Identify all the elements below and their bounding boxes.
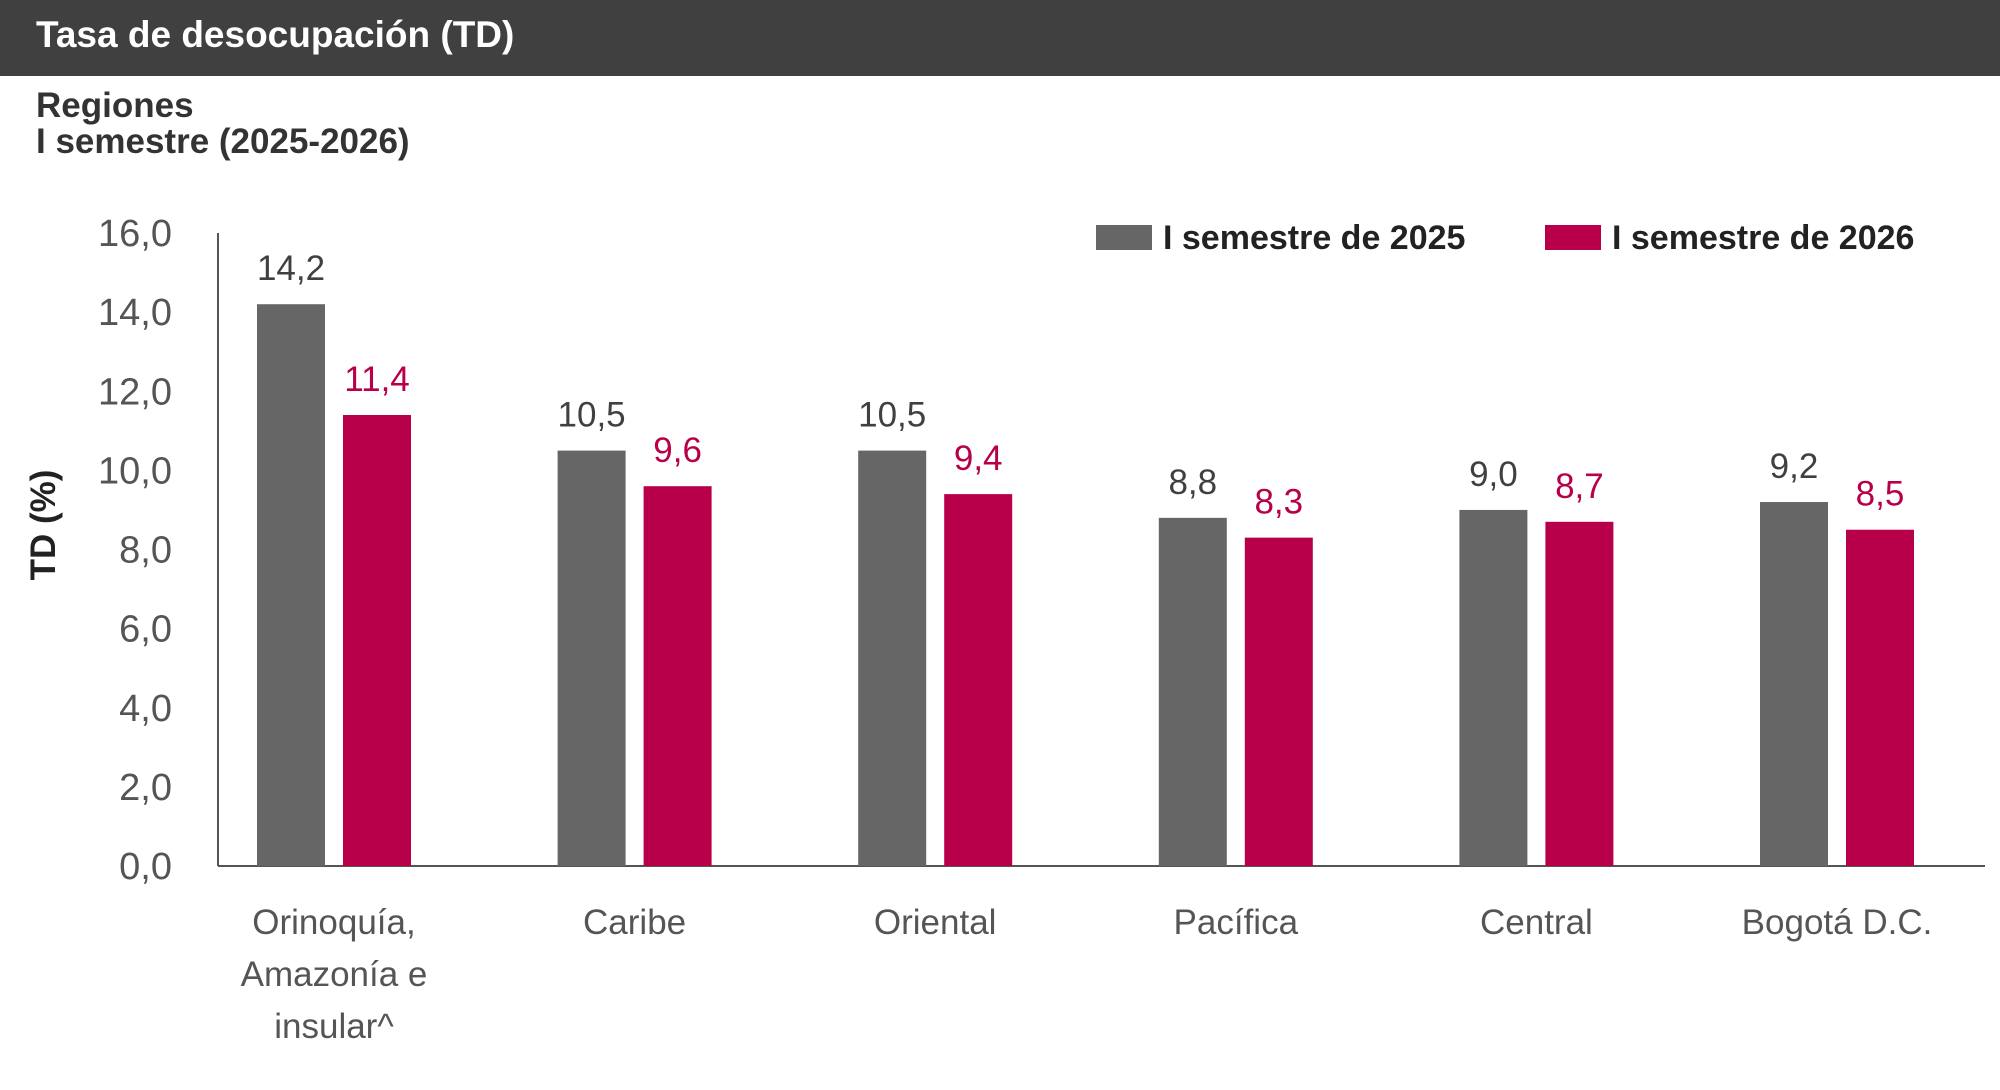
bar-2026: [343, 414, 411, 866]
y-tick-label: 10,0: [98, 450, 172, 492]
chart-title: Tasa de desocupación (TD): [36, 14, 515, 55]
bar-2026: [643, 486, 712, 866]
legend-label-2025: I semestre de 2025: [1163, 219, 1465, 257]
y-tick-label: 12,0: [98, 371, 172, 413]
title-bar: Tasa de desocupación (TD): [0, 0, 2000, 76]
bar-2026: [1846, 529, 1914, 866]
y-tick-label: 4,0: [119, 688, 172, 730]
bar-2026: [944, 494, 1013, 866]
y-tick-label: 16,0: [98, 213, 172, 255]
bar-2025: [1760, 502, 1828, 866]
data-label-2026: 11,4: [344, 360, 410, 399]
data-label-2026: 8,7: [1555, 467, 1604, 506]
x-category-label: Oriental: [874, 903, 997, 942]
legend-label-2026: I semestre de 2026: [1612, 219, 1914, 257]
x-category-label: Caribe: [583, 903, 686, 942]
x-category-label: Amazonía e: [241, 955, 428, 994]
bar-2025: [858, 450, 927, 866]
x-category-label: Bogotá D.C.: [1742, 903, 1933, 942]
legend-swatch-2026: [1545, 225, 1601, 250]
bar-2025: [1158, 517, 1227, 866]
data-label-2026: 9,6: [653, 431, 702, 470]
data-label-2026: 9,4: [954, 439, 1003, 478]
bar-2026: [1244, 537, 1313, 866]
legend-swatch-2025: [1096, 225, 1152, 250]
y-tick-label: 2,0: [119, 767, 172, 809]
bar-2025: [257, 304, 325, 866]
data-label-2025: 9,2: [1770, 447, 1819, 486]
bar-2026: [1545, 521, 1614, 866]
y-axis-title: TD (%): [24, 470, 63, 581]
chart-subtitle-period: I semestre (2025-2026): [36, 122, 410, 161]
data-label-2025: 14,2: [257, 249, 325, 288]
data-label-2025: 10,5: [558, 396, 626, 435]
x-category-label: Central: [1480, 903, 1593, 942]
y-tick-label: 0,0: [119, 846, 172, 888]
bar-2025: [557, 450, 626, 866]
data-label-2025: 8,8: [1168, 463, 1217, 502]
y-tick-label: 14,0: [98, 292, 172, 334]
data-label-2026: 8,5: [1856, 475, 1905, 514]
x-category-label: insular^: [274, 1007, 394, 1046]
y-tick-label: 6,0: [119, 609, 172, 651]
data-label-2026: 8,3: [1254, 483, 1303, 522]
y-tick-label: 8,0: [119, 530, 172, 572]
x-category-label: Orinoquía,: [252, 903, 415, 942]
chart-subtitle-region: Regiones: [36, 86, 194, 125]
data-label-2025: 10,5: [858, 396, 926, 435]
bar-2025: [1459, 509, 1528, 866]
data-label-2025: 9,0: [1469, 455, 1518, 494]
x-category-label: Pacífica: [1174, 903, 1299, 942]
